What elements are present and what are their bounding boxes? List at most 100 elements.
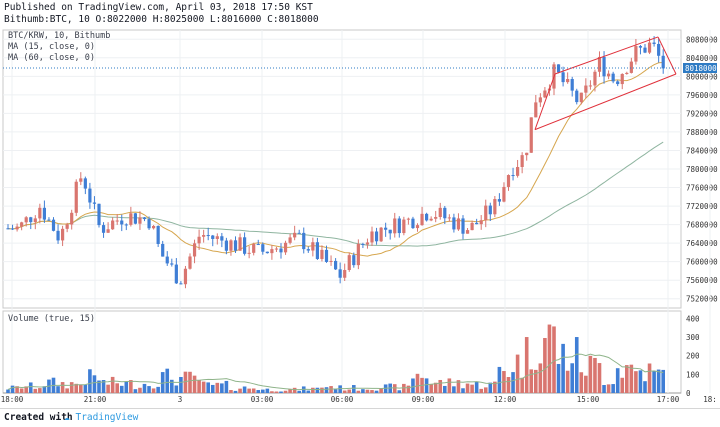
candle[interactable] [434,216,438,219]
candle[interactable] [38,207,42,219]
volume-bar[interactable] [229,390,233,393]
volume-bar[interactable] [629,364,634,393]
volume-bar[interactable] [297,390,301,393]
volume-bar[interactable] [638,370,643,393]
candle[interactable] [215,236,219,239]
candle[interactable] [443,207,447,219]
channel-upper-line[interactable] [554,36,659,75]
volume-bar[interactable] [606,384,611,393]
candle[interactable] [211,235,215,239]
volume-bar[interactable] [74,383,79,393]
candle[interactable] [88,188,92,203]
volume-bar[interactable] [28,382,33,393]
candle[interactable] [120,220,124,225]
volume-bar[interactable] [224,380,229,393]
volume-bar[interactable] [511,372,515,393]
candle[interactable] [142,217,147,220]
candle[interactable] [115,220,119,222]
volume-bar[interactable] [83,384,88,393]
volume-bar[interactable] [625,365,629,393]
candle[interactable] [29,217,33,223]
volume-bar[interactable] [415,373,420,393]
candle[interactable] [643,47,647,53]
candle[interactable] [65,224,69,229]
tradingview-logo[interactable]: ☁ TradingView [64,412,138,423]
volume-bar[interactable] [206,382,210,393]
candle[interactable] [425,213,429,221]
candle[interactable] [470,222,474,231]
volume-bar[interactable] [465,383,470,393]
volume-bar[interactable] [124,381,129,393]
volume-bar[interactable] [210,384,215,393]
candle[interactable] [620,74,624,85]
volume-bar[interactable] [524,337,529,393]
volume-bar[interactable] [588,355,593,393]
candle[interactable] [329,260,333,262]
volume-bar[interactable] [174,385,179,393]
volume-bar[interactable] [160,372,165,393]
ma15-line[interactable] [7,62,664,257]
volume-bar[interactable] [220,383,224,393]
candle[interactable] [56,230,60,241]
candle[interactable] [247,252,251,254]
volume-bar[interactable] [60,382,65,393]
volume-bar[interactable] [338,385,342,393]
volume-bar[interactable] [238,388,242,393]
volume-bar[interactable] [370,390,374,393]
candle[interactable] [202,235,206,237]
candle[interactable] [183,268,188,285]
volume-bar[interactable] [183,371,188,393]
candle[interactable] [575,90,579,103]
candle[interactable] [397,218,401,234]
candle[interactable] [365,242,370,245]
candle[interactable] [33,218,37,223]
candle[interactable] [379,227,383,242]
candle[interactable] [10,228,15,230]
candle[interactable] [374,231,379,242]
volume-bar[interactable] [315,387,320,393]
volume-bar[interactable] [374,390,379,393]
candle[interactable] [124,224,128,226]
volume-bar[interactable] [534,369,538,393]
volume-bar[interactable] [356,390,361,393]
volume-bar[interactable] [138,387,142,393]
candle[interactable] [101,225,106,233]
legend-ma15[interactable]: MA (15, close, 0) [8,42,95,52]
candle[interactable] [188,256,192,269]
volume-bar[interactable] [543,338,547,393]
volume-bar[interactable] [10,385,15,393]
volume-bar[interactable] [352,385,356,393]
candle[interactable] [70,212,74,225]
volume-bar[interactable] [242,386,247,393]
volume-bar[interactable] [634,371,638,393]
volume-bar[interactable] [188,371,192,393]
candle[interactable] [156,225,160,244]
candle[interactable] [520,155,524,168]
volume-bar[interactable] [115,383,119,393]
volume-bar[interactable] [151,388,156,393]
volume-bar[interactable] [292,387,297,393]
volume-bar[interactable] [156,386,160,393]
volume-bar[interactable] [133,389,138,393]
volume-bar[interactable] [643,381,647,393]
volume-bar[interactable] [520,377,524,393]
volume-bar[interactable] [538,363,543,393]
candle[interactable] [370,231,374,243]
volume-bar[interactable] [479,388,483,393]
volume-bar[interactable] [565,370,570,393]
volume-bar[interactable] [661,369,665,393]
candle[interactable] [607,73,611,77]
volume-bar[interactable] [552,326,556,393]
candle[interactable] [311,242,315,251]
candle[interactable] [511,175,515,177]
candle[interactable] [15,226,19,230]
volume-bar[interactable] [69,382,74,393]
volume-bar[interactable] [570,363,574,393]
candle[interactable] [420,213,424,226]
candle[interactable] [338,269,342,278]
volume-bar[interactable] [483,387,488,393]
volume-bar[interactable] [106,384,110,393]
volume-bar[interactable] [56,386,60,393]
volume-bar[interactable] [574,337,579,393]
candle[interactable] [274,248,279,250]
